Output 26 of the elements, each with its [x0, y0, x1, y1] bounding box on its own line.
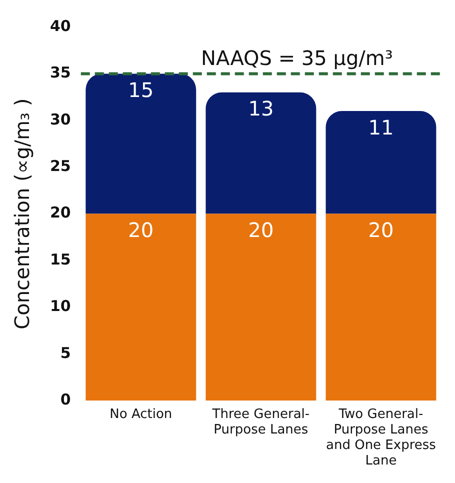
ref-line-label: NAAQS = 35 μg/m³ — [200, 46, 393, 70]
y-tick-label: 15 — [50, 250, 71, 268]
y-tick-label: 10 — [50, 297, 71, 316]
y-tick-label: 30 — [50, 110, 71, 128]
data-label: 13 — [248, 96, 274, 121]
y-tick-label: 35 — [50, 64, 71, 82]
data-label: 11 — [368, 115, 394, 140]
bar — [86, 214, 196, 401]
y-tick-label: 40 — [50, 16, 71, 35]
y-tick-label: 20 — [50, 204, 71, 222]
y-axis-title: Concentration (∝g/m₃ ) — [10, 98, 34, 330]
y-tick-label: 0 — [60, 390, 71, 408]
x-tick-label: Two General-Purpose Lanes and One Express Lane — [326, 406, 436, 469]
bar — [86, 74, 196, 214]
y-tick-label: 25 — [50, 156, 71, 175]
bar — [326, 111, 436, 214]
bar — [206, 92, 316, 214]
x-tick-label: Three General-Purpose Lanes — [211, 406, 310, 438]
data-label: 20 — [368, 218, 394, 242]
y-tick-label: 5 — [60, 344, 71, 362]
data-label: 20 — [128, 218, 154, 242]
bar — [326, 214, 436, 401]
data-label: 15 — [128, 78, 154, 102]
x-tick-label: No Action — [110, 406, 172, 422]
data-label: 20 — [248, 218, 274, 242]
bar — [206, 214, 316, 401]
